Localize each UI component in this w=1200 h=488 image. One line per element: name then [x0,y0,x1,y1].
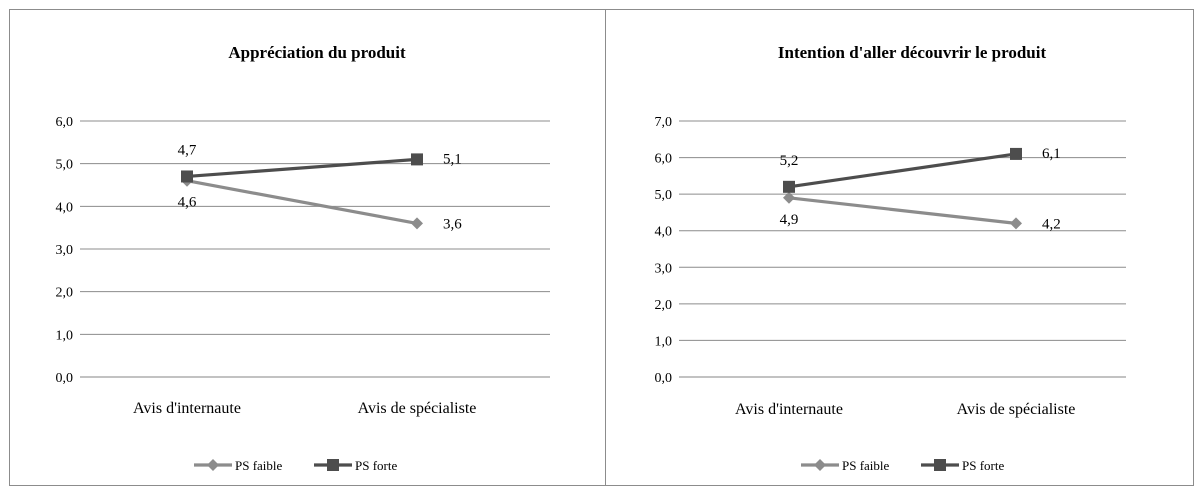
legend-label: PS faible [842,458,890,473]
data-label: 5,1 [443,151,462,167]
legend-label: PS forte [962,458,1004,473]
chart-title: Appréciation du produit [228,43,406,62]
y-tick-label: 3,0 [56,243,74,258]
chart-title: Intention d'aller découvrir le produit [778,43,1047,62]
data-point-square [1010,147,1022,160]
data-point-square [411,153,423,166]
y-tick-label: 7,0 [655,115,673,130]
y-tick-label: 3,0 [655,261,673,276]
data-label: 4,9 [780,212,799,228]
data-label: 4,6 [178,195,197,211]
data-label: 3,6 [443,216,462,232]
data-point-square [783,180,795,193]
y-tick-label: 0,0 [56,371,74,386]
legend-label: PS faible [235,458,283,473]
y-tick-label: 1,0 [655,334,673,349]
y-tick-label: 6,0 [56,115,74,130]
y-tick-label: 5,0 [56,158,74,173]
data-label: 5,2 [780,153,799,169]
y-tick-label: 1,0 [56,328,74,343]
chart-panel-appreciation: Appréciation du produit 0,0 1,0 2,0 3,0 4,0 5,… [9,9,606,486]
data-label: 4,2 [1042,216,1061,232]
y-tick-label: 5,0 [655,188,673,203]
y-tick-label: 6,0 [655,152,673,167]
series-line-ps-faible [788,196,1017,225]
data-point-square [181,170,193,183]
legend-square-marker [327,459,339,471]
y-tick-label: 4,0 [655,225,673,240]
data-point-diamond [1010,217,1022,230]
data-point-diamond [411,217,423,230]
y-tick-label: 4,0 [56,200,74,215]
legend-label: PS forte [355,458,397,473]
legend-diamond-marker [207,459,219,471]
data-label: 4,7 [178,142,197,158]
x-category-label: Avis d'internaute [133,400,241,417]
series-line-ps-faible [186,179,418,225]
y-tick-label: 2,0 [655,298,673,313]
y-tick-label: 2,0 [56,286,74,301]
data-point-diamond [783,191,795,204]
data-label: 6,1 [1042,146,1061,162]
legend: PS faible PS forte [194,458,397,473]
x-category-label: Avis de spécialiste [957,401,1076,418]
series-line-ps-forte [788,152,1017,189]
y-tick-label: 0,0 [655,371,673,386]
legend-square-marker [934,459,946,471]
chart-appreciation: Appréciation du produit 0,0 1,0 2,0 3,0 4,0 5,… [56,43,550,473]
legend: PS faible PS forte [801,458,1004,473]
series-line-ps-forte [186,157,418,179]
chart-intention: Intention d'aller découvrir le produit 0,… [655,43,1126,473]
legend-diamond-marker [814,459,826,471]
x-category-label: Avis d'internaute [735,401,843,418]
chart-panel-intention: Intention d'aller découvrir le produit 0,… [605,9,1194,486]
x-category-label: Avis de spécialiste [358,400,477,417]
